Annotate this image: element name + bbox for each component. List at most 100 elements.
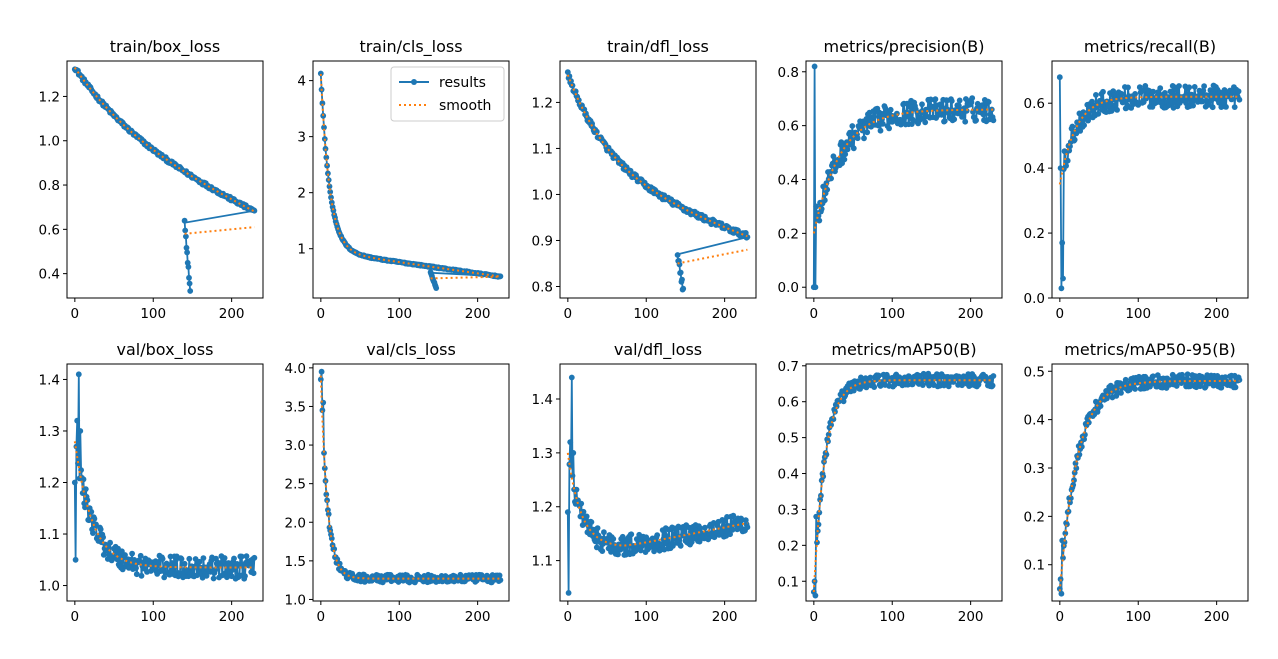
data-point (849, 123, 856, 129)
y-tick-label: 0.4 (778, 173, 799, 189)
data-point (861, 135, 867, 142)
data-point (183, 233, 189, 240)
data-point (615, 551, 621, 558)
data-point (583, 513, 590, 520)
data-point (243, 553, 250, 560)
data-point (321, 465, 328, 472)
data-point (901, 114, 908, 120)
data-point (1167, 88, 1174, 95)
data-point (1081, 122, 1087, 129)
x-tick-label: 200 (712, 609, 738, 625)
data-point (973, 117, 979, 124)
data-point (1125, 84, 1131, 91)
data-point (580, 508, 587, 515)
data-point (948, 98, 955, 104)
subplot: metrics/recall(B) 0 100 200 0.0 0.2 0.4 0.6 (1024, 37, 1249, 322)
axes-frame (1051, 60, 1249, 299)
data-point (196, 558, 203, 565)
data-point (137, 552, 144, 559)
legend: results smooth (390, 66, 505, 122)
data-point (654, 532, 661, 538)
y-tick-label: 0.0 (1024, 291, 1045, 307)
y-tick-label: 1 (297, 242, 306, 258)
y-tick-label: 2.5 (285, 477, 306, 493)
y-tick-label: 2 (297, 186, 306, 202)
data-point (811, 63, 818, 70)
data-point (242, 573, 248, 579)
data-point (324, 497, 330, 504)
x-tick-label: 100 (386, 306, 412, 322)
y-tick-label: 1.1 (39, 527, 60, 543)
y-tick-label: 0.4 (778, 467, 799, 483)
data-point (1216, 99, 1222, 106)
data-point (319, 407, 326, 414)
data-point (182, 227, 189, 234)
data-point (680, 285, 687, 292)
data-point (1232, 384, 1239, 391)
y-tick-label: 0.2 (778, 538, 799, 554)
y-tick-label: 1.3 (39, 424, 60, 440)
data-point (1122, 376, 1129, 383)
data-point (990, 117, 997, 124)
data-point (1056, 586, 1063, 592)
data-point (186, 280, 193, 287)
data-point (676, 261, 683, 268)
results-markers (1056, 74, 1243, 292)
data-point (185, 264, 192, 270)
legend-box (390, 66, 505, 122)
smooth-line (677, 248, 748, 265)
data-point (212, 567, 219, 573)
x-tick-label: 100 (140, 306, 166, 322)
data-point (186, 274, 192, 281)
results-markers (71, 371, 258, 582)
subplot-title: val/box_loss (117, 340, 214, 360)
x-tick-label: 0 (810, 306, 819, 322)
data-point (77, 428, 84, 434)
data-point (210, 575, 217, 582)
data-point (159, 555, 166, 562)
data-point (844, 146, 851, 153)
y-tick-label: 1.2 (532, 95, 553, 111)
data-point (573, 486, 580, 493)
subplot-title: metrics/mAP50-95(B) (1064, 340, 1235, 359)
y-tick-label: 0.6 (1024, 96, 1045, 112)
data-point (133, 565, 139, 571)
data-point (951, 116, 958, 123)
data-point (1173, 383, 1180, 389)
y-tick-label: 1.5 (285, 554, 306, 570)
y-tick-label: 3.5 (285, 399, 306, 415)
data-point (565, 590, 572, 596)
data-point (184, 249, 191, 256)
data-point (74, 417, 81, 424)
data-point (100, 551, 107, 558)
x-tick-label: 0 (564, 609, 573, 625)
data-point (155, 559, 162, 565)
data-point (1118, 390, 1124, 396)
y-tick-label: 0.3 (778, 502, 799, 518)
data-point (317, 70, 324, 77)
data-point (674, 252, 681, 258)
data-point (1132, 386, 1138, 392)
data-point (679, 276, 685, 283)
data-point (847, 129, 853, 136)
data-point (221, 555, 228, 561)
legend-results-marker (411, 79, 417, 85)
x-tick-label: 200 (465, 306, 491, 322)
data-point (1061, 539, 1068, 546)
data-point (138, 572, 145, 579)
subplot-title: train/cls_loss (359, 37, 462, 57)
data-point (568, 374, 575, 381)
data-point (989, 382, 996, 389)
axes-frame (559, 363, 757, 602)
data-point (619, 533, 626, 540)
x-tick-label: 0 (317, 306, 326, 322)
y-tick-label: 3 (297, 130, 306, 146)
x-tick-label: 0 (564, 306, 573, 322)
data-point (1100, 88, 1106, 95)
data-point (833, 403, 840, 410)
data-point (1078, 443, 1085, 450)
data-point (1064, 157, 1071, 164)
subplot: val/box_loss 0 100 200 1.0 1.1 1.2 1.3 1.4 (39, 340, 264, 625)
y-tick-label: 0.1 (1024, 558, 1045, 574)
y-tick-label: 0.2 (1024, 509, 1045, 525)
